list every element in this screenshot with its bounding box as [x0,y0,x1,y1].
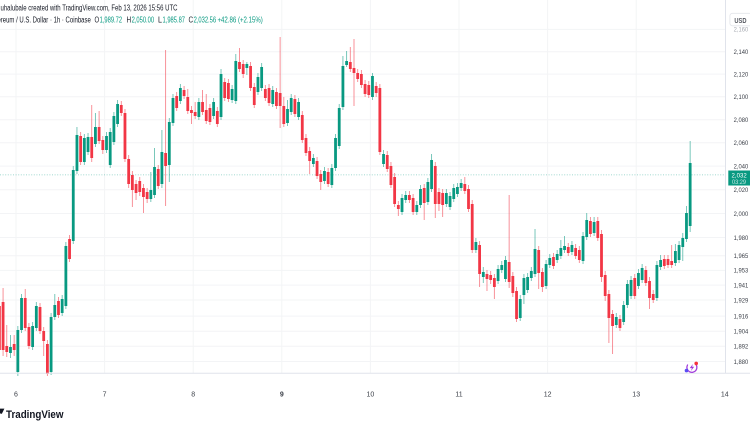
svg-text:03:29: 03:29 [732,179,746,186]
svg-text:9: 9 [280,392,284,399]
svg-text:2,000: 2,000 [734,211,749,218]
svg-text:1,989.72: 1,989.72 [100,15,123,24]
svg-text:1,980: 1,980 [734,235,749,242]
svg-text:8: 8 [191,392,195,399]
svg-text:2,050.00: 2,050.00 [132,15,155,24]
svg-text:7: 7 [103,392,107,399]
svg-text:1,904: 1,904 [734,329,749,336]
svg-text:1,929: 1,929 [734,297,749,304]
svg-text:2,120: 2,120 [734,71,749,78]
svg-text:12: 12 [544,392,552,399]
svg-text:C: C [189,15,194,24]
svg-text:2,140: 2,140 [734,49,749,56]
svg-text:1,916: 1,916 [734,313,749,320]
svg-text:1,941: 1,941 [734,282,749,289]
svg-text:6: 6 [14,392,18,399]
svg-text:O: O [95,15,100,24]
svg-text:2,060: 2,060 [734,140,749,147]
svg-text:Ethereum / U.S. Dollar · 1h ·: Ethereum / U.S. Dollar · 1h · Coinbase [0,15,91,24]
svg-text:13: 13 [632,392,640,399]
svg-text:2,080: 2,080 [734,117,749,124]
svg-text:uhalubale created with Trading: uhalubale created with TradingView.com, … [1,3,178,12]
svg-text:2,020: 2,020 [734,187,749,194]
svg-text:2,160: 2,160 [734,27,749,34]
svg-text:1,965: 1,965 [734,253,749,260]
svg-text:2,032: 2,032 [732,172,747,179]
svg-text:+42.86 (+2.15%): +42.86 (+2.15%) [218,15,264,24]
svg-text:10: 10 [367,392,375,399]
svg-text:1,892: 1,892 [734,344,749,351]
svg-text:2,040: 2,040 [734,163,749,170]
svg-text:2,032.56: 2,032.56 [194,15,217,24]
svg-text:1,985.87: 1,985.87 [163,15,186,24]
svg-text:14: 14 [721,392,729,399]
svg-text:H: H [127,15,132,24]
svg-text:USD: USD [734,18,746,25]
svg-text:11: 11 [455,392,462,399]
svg-text:1,953: 1,953 [734,268,749,275]
svg-text:L: L [158,15,163,24]
svg-text:1,880: 1,880 [734,359,749,366]
svg-text:TradingView: TradingView [6,409,64,421]
svg-text:2,100: 2,100 [734,94,749,101]
